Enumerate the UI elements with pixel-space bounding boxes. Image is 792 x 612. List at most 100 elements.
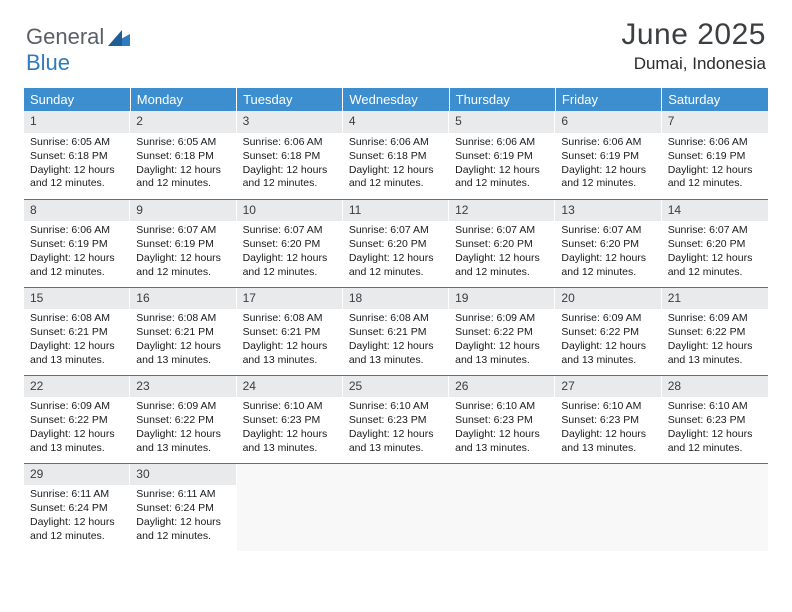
day-details: Sunrise: 6:09 AMSunset: 6:22 PMDaylight:… bbox=[24, 397, 130, 461]
day-details: Sunrise: 6:07 AMSunset: 6:20 PMDaylight:… bbox=[555, 221, 661, 285]
sunset-line: Sunset: 6:18 PM bbox=[243, 150, 337, 164]
calendar-day-cell bbox=[555, 463, 661, 551]
day-number: 13 bbox=[555, 200, 661, 222]
sunset-line: Sunset: 6:19 PM bbox=[30, 238, 124, 252]
calendar-day-cell: 18Sunrise: 6:08 AMSunset: 6:21 PMDayligh… bbox=[343, 287, 449, 375]
sunset-line: Sunset: 6:21 PM bbox=[243, 326, 337, 340]
daylight-line: Daylight: 12 hours and 13 minutes. bbox=[30, 428, 124, 456]
calendar-day-cell: 10Sunrise: 6:07 AMSunset: 6:20 PMDayligh… bbox=[237, 199, 343, 287]
calendar-day-cell: 30Sunrise: 6:11 AMSunset: 6:24 PMDayligh… bbox=[130, 463, 236, 551]
calendar-day-cell: 28Sunrise: 6:10 AMSunset: 6:23 PMDayligh… bbox=[662, 375, 768, 463]
day-header-row: SundayMondayTuesdayWednesdayThursdayFrid… bbox=[24, 88, 768, 111]
day-number: 27 bbox=[555, 376, 661, 398]
sunset-line: Sunset: 6:19 PM bbox=[668, 150, 762, 164]
daylight-line: Daylight: 12 hours and 13 minutes. bbox=[30, 340, 124, 368]
daylight-line: Daylight: 12 hours and 13 minutes. bbox=[561, 428, 655, 456]
sunrise-line: Sunrise: 6:10 AM bbox=[561, 400, 655, 414]
sunrise-line: Sunrise: 6:07 AM bbox=[136, 224, 230, 238]
day-number: 18 bbox=[343, 288, 449, 310]
calendar-table: SundayMondayTuesdayWednesdayThursdayFrid… bbox=[24, 88, 768, 551]
day-details: Sunrise: 6:07 AMSunset: 6:19 PMDaylight:… bbox=[130, 221, 236, 285]
day-details: Sunrise: 6:09 AMSunset: 6:22 PMDaylight:… bbox=[449, 309, 555, 373]
sunrise-line: Sunrise: 6:07 AM bbox=[561, 224, 655, 238]
sunset-line: Sunset: 6:18 PM bbox=[136, 150, 230, 164]
day-number: 14 bbox=[662, 200, 768, 222]
day-number: 12 bbox=[449, 200, 555, 222]
sunset-line: Sunset: 6:20 PM bbox=[243, 238, 337, 252]
day-details: Sunrise: 6:07 AMSunset: 6:20 PMDaylight:… bbox=[662, 221, 768, 285]
day-details: Sunrise: 6:05 AMSunset: 6:18 PMDaylight:… bbox=[130, 133, 236, 197]
calendar-day-cell: 19Sunrise: 6:09 AMSunset: 6:22 PMDayligh… bbox=[449, 287, 555, 375]
sunrise-line: Sunrise: 6:06 AM bbox=[243, 136, 337, 150]
day-details: Sunrise: 6:06 AMSunset: 6:19 PMDaylight:… bbox=[449, 133, 555, 197]
sunset-line: Sunset: 6:24 PM bbox=[30, 502, 124, 516]
day-header: Wednesday bbox=[343, 88, 449, 111]
calendar-day-cell: 8Sunrise: 6:06 AMSunset: 6:19 PMDaylight… bbox=[24, 199, 130, 287]
day-details: Sunrise: 6:06 AMSunset: 6:18 PMDaylight:… bbox=[343, 133, 449, 197]
calendar-day-cell: 15Sunrise: 6:08 AMSunset: 6:21 PMDayligh… bbox=[24, 287, 130, 375]
calendar-day-cell: 21Sunrise: 6:09 AMSunset: 6:22 PMDayligh… bbox=[662, 287, 768, 375]
sunrise-line: Sunrise: 6:07 AM bbox=[349, 224, 443, 238]
location-label: Dumai, Indonesia bbox=[621, 54, 766, 74]
calendar-day-cell: 5Sunrise: 6:06 AMSunset: 6:19 PMDaylight… bbox=[449, 111, 555, 199]
daylight-line: Daylight: 12 hours and 12 minutes. bbox=[561, 252, 655, 280]
day-header: Tuesday bbox=[237, 88, 343, 111]
day-details: Sunrise: 6:06 AMSunset: 6:19 PMDaylight:… bbox=[555, 133, 661, 197]
daylight-line: Daylight: 12 hours and 13 minutes. bbox=[243, 428, 337, 456]
day-details: Sunrise: 6:10 AMSunset: 6:23 PMDaylight:… bbox=[449, 397, 555, 461]
day-number: 9 bbox=[130, 200, 236, 222]
calendar-body: 1Sunrise: 6:05 AMSunset: 6:18 PMDaylight… bbox=[24, 111, 768, 551]
day-details: Sunrise: 6:06 AMSunset: 6:18 PMDaylight:… bbox=[237, 133, 343, 197]
daylight-line: Daylight: 12 hours and 13 minutes. bbox=[668, 340, 762, 368]
sunrise-line: Sunrise: 6:09 AM bbox=[30, 400, 124, 414]
sunrise-line: Sunrise: 6:09 AM bbox=[136, 400, 230, 414]
calendar-day-cell: 2Sunrise: 6:05 AMSunset: 6:18 PMDaylight… bbox=[130, 111, 236, 199]
daylight-line: Daylight: 12 hours and 12 minutes. bbox=[243, 252, 337, 280]
sunset-line: Sunset: 6:22 PM bbox=[668, 326, 762, 340]
calendar-day-cell: 17Sunrise: 6:08 AMSunset: 6:21 PMDayligh… bbox=[237, 287, 343, 375]
daylight-line: Daylight: 12 hours and 12 minutes. bbox=[668, 164, 762, 192]
calendar-day-cell: 16Sunrise: 6:08 AMSunset: 6:21 PMDayligh… bbox=[130, 287, 236, 375]
day-number: 26 bbox=[449, 376, 555, 398]
day-number: 2 bbox=[130, 111, 236, 133]
day-details: Sunrise: 6:08 AMSunset: 6:21 PMDaylight:… bbox=[343, 309, 449, 373]
sunrise-line: Sunrise: 6:06 AM bbox=[455, 136, 549, 150]
day-header: Saturday bbox=[662, 88, 768, 111]
day-number: 24 bbox=[237, 376, 343, 398]
sunrise-line: Sunrise: 6:10 AM bbox=[349, 400, 443, 414]
day-details: Sunrise: 6:07 AMSunset: 6:20 PMDaylight:… bbox=[343, 221, 449, 285]
calendar-day-cell: 24Sunrise: 6:10 AMSunset: 6:23 PMDayligh… bbox=[237, 375, 343, 463]
day-number: 23 bbox=[130, 376, 236, 398]
calendar-day-cell: 25Sunrise: 6:10 AMSunset: 6:23 PMDayligh… bbox=[343, 375, 449, 463]
day-header: Sunday bbox=[24, 88, 130, 111]
daylight-line: Daylight: 12 hours and 12 minutes. bbox=[349, 164, 443, 192]
sunrise-line: Sunrise: 6:08 AM bbox=[243, 312, 337, 326]
daylight-line: Daylight: 12 hours and 13 minutes. bbox=[349, 428, 443, 456]
day-number: 11 bbox=[343, 200, 449, 222]
day-details: Sunrise: 6:07 AMSunset: 6:20 PMDaylight:… bbox=[237, 221, 343, 285]
sunrise-line: Sunrise: 6:09 AM bbox=[561, 312, 655, 326]
day-number: 20 bbox=[555, 288, 661, 310]
calendar-day-cell: 9Sunrise: 6:07 AMSunset: 6:19 PMDaylight… bbox=[130, 199, 236, 287]
sunset-line: Sunset: 6:23 PM bbox=[561, 414, 655, 428]
daylight-line: Daylight: 12 hours and 13 minutes. bbox=[455, 428, 549, 456]
sunrise-line: Sunrise: 6:06 AM bbox=[349, 136, 443, 150]
sunrise-line: Sunrise: 6:06 AM bbox=[30, 224, 124, 238]
day-details: Sunrise: 6:08 AMSunset: 6:21 PMDaylight:… bbox=[237, 309, 343, 373]
logo-mark-icon bbox=[108, 30, 130, 46]
daylight-line: Daylight: 12 hours and 12 minutes. bbox=[136, 252, 230, 280]
daylight-line: Daylight: 12 hours and 12 minutes. bbox=[30, 252, 124, 280]
calendar-day-cell: 3Sunrise: 6:06 AMSunset: 6:18 PMDaylight… bbox=[237, 111, 343, 199]
calendar-day-cell: 20Sunrise: 6:09 AMSunset: 6:22 PMDayligh… bbox=[555, 287, 661, 375]
sunset-line: Sunset: 6:24 PM bbox=[136, 502, 230, 516]
sunset-line: Sunset: 6:23 PM bbox=[243, 414, 337, 428]
month-title: June 2025 bbox=[621, 18, 766, 52]
day-details: Sunrise: 6:07 AMSunset: 6:20 PMDaylight:… bbox=[449, 221, 555, 285]
daylight-line: Daylight: 12 hours and 12 minutes. bbox=[30, 164, 124, 192]
daylight-line: Daylight: 12 hours and 12 minutes. bbox=[30, 516, 124, 544]
calendar-day-cell bbox=[237, 463, 343, 551]
day-details: Sunrise: 6:06 AMSunset: 6:19 PMDaylight:… bbox=[24, 221, 130, 285]
day-number: 30 bbox=[130, 464, 236, 486]
sunrise-line: Sunrise: 6:11 AM bbox=[136, 488, 230, 502]
calendar-day-cell: 23Sunrise: 6:09 AMSunset: 6:22 PMDayligh… bbox=[130, 375, 236, 463]
